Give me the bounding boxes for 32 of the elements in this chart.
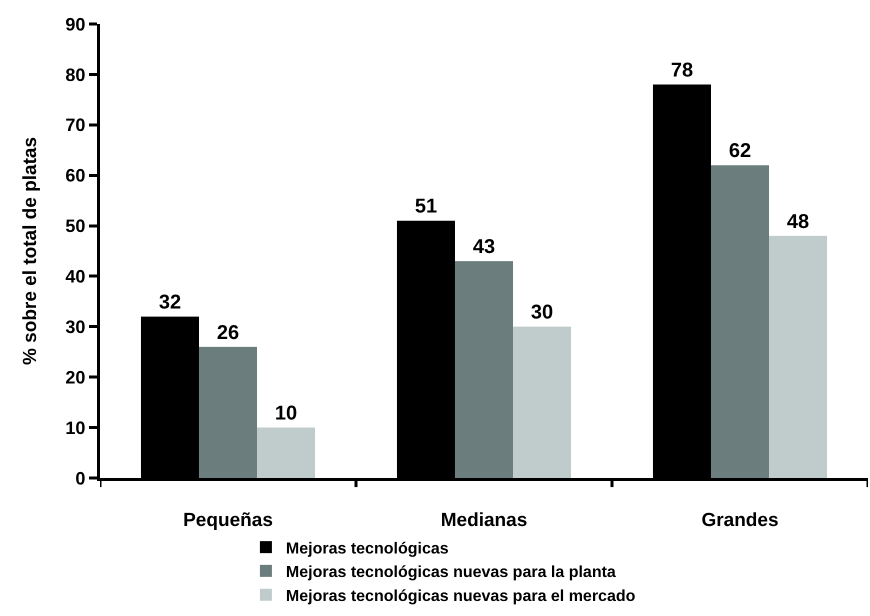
data-label: 78 — [670, 60, 694, 82]
y-tick-label: 70 — [65, 115, 86, 136]
y-tick-label: 20 — [65, 367, 86, 388]
x-tick-label: Pequeñas — [183, 510, 273, 531]
data-label: 62 — [728, 140, 752, 162]
y-tick-label: 0 — [75, 468, 86, 488]
y-axis-title: % sobre el total de platas — [20, 136, 42, 366]
data-label: 30 — [530, 302, 554, 324]
data-label: 48 — [786, 210, 810, 233]
data-label: 43 — [472, 236, 496, 258]
bar — [454, 261, 514, 478]
bar — [257, 428, 316, 478]
y-tick-label: 90 — [65, 14, 86, 34]
x-tick-label: Grandes — [701, 510, 779, 531]
y-tick-label: 50 — [65, 216, 86, 236]
legend-label: Mejoras tecnológicas nuevas para el mercado — [286, 588, 636, 605]
y-tick-label: 30 — [65, 316, 86, 337]
x-tick-label: Medianas — [440, 510, 528, 531]
bar — [198, 346, 258, 478]
bar — [769, 236, 828, 478]
y-tick-label: 80 — [65, 64, 86, 85]
y-tick-label: 10 — [65, 418, 86, 438]
bar — [513, 326, 572, 478]
data-label: 10 — [274, 402, 298, 425]
legend-label: Mejoras tecnológicas nuevas para la planta — [286, 564, 616, 582]
y-tick-label: 40 — [65, 266, 86, 287]
data-label: 51 — [414, 196, 438, 218]
data-label: 26 — [216, 322, 240, 344]
bar — [710, 165, 770, 478]
legend-label: Mejoras tecnológicas — [286, 540, 449, 558]
y-tick-label: 60 — [65, 166, 86, 186]
data-label: 32 — [158, 292, 182, 314]
